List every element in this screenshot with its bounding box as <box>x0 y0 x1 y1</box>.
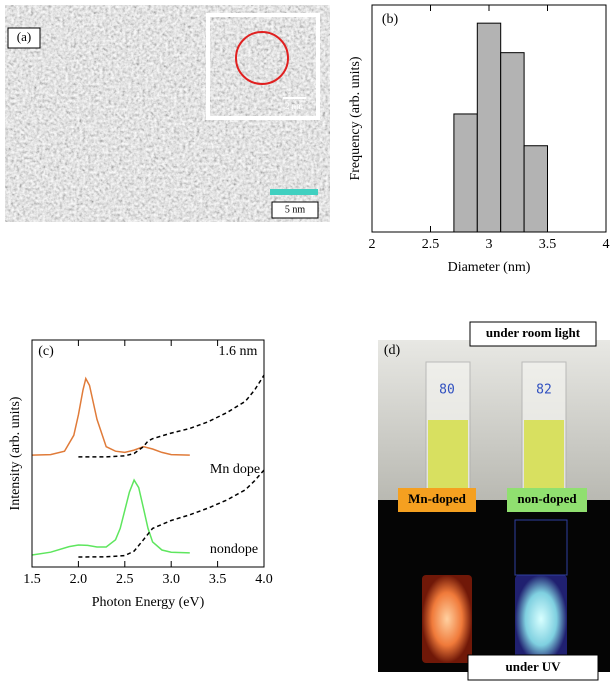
x-tick-label: 2.5 <box>422 237 440 252</box>
x-axis-title: Diameter (nm) <box>448 260 531 275</box>
x-axis-title: Photon Energy (eV) <box>92 595 205 610</box>
bar <box>453 113 478 233</box>
liquid <box>524 420 564 490</box>
x-tick-label: 4 <box>603 237 610 252</box>
series-line <box>78 374 265 458</box>
x-tick-label: 3 <box>486 237 493 252</box>
caption-box <box>398 488 476 512</box>
x-tick-label: 2.0 <box>70 572 88 587</box>
annotation: 1.6 nm <box>219 344 258 359</box>
x-tick-label: 3.0 <box>162 572 180 587</box>
cuvette <box>514 519 568 576</box>
bar <box>523 145 548 233</box>
uv-photo <box>378 500 610 672</box>
scale-bar <box>270 189 318 195</box>
x-tick-label: 2.5 <box>116 572 134 587</box>
scale-label: 2 nm <box>285 101 303 111</box>
panel-label: (c) <box>38 344 54 359</box>
plot-frame <box>31 339 265 568</box>
annotation: Mn dope <box>210 462 260 477</box>
plot-frame <box>371 4 607 233</box>
y-axis-title: Frequency (arb. units) <box>348 56 363 180</box>
inset-image <box>210 17 316 116</box>
x-tick-label: 3.5 <box>209 572 227 587</box>
annotation: nondope <box>210 542 258 557</box>
bar <box>476 22 502 233</box>
bar <box>500 52 525 233</box>
y-axis-title: Intensity (arb. units) <box>8 396 23 510</box>
caption: under room light <box>486 325 581 340</box>
x-tick-label: 4.0 <box>255 572 273 587</box>
photo-panel: 80 82 under room light (d) Mn-doped non-… <box>378 321 610 681</box>
room-photo <box>378 340 610 500</box>
particle-outline <box>235 31 289 85</box>
label-box <box>271 201 319 219</box>
sample-id: 80 <box>439 383 455 398</box>
caption-box <box>469 321 597 347</box>
x-tick-label: 3.5 <box>539 237 557 252</box>
series-line <box>31 478 190 556</box>
panel-label: (a) <box>17 29 31 44</box>
x-tick-label: 1.5 <box>23 572 41 587</box>
label-box <box>7 27 41 49</box>
caption-box <box>507 488 587 512</box>
panel-label: (d) <box>384 343 401 358</box>
series-line <box>78 469 265 558</box>
caption-box <box>467 654 599 681</box>
series-line <box>31 376 190 456</box>
caption: under UV <box>505 659 561 674</box>
scale-label: 5 nm <box>285 204 306 215</box>
tem-panel: (a) 2 nm 5 nm <box>5 5 330 222</box>
caption: Mn-doped <box>408 491 467 506</box>
uv-glow <box>422 575 472 663</box>
liquid <box>428 420 468 490</box>
panel-label: (b) <box>382 12 399 27</box>
sample-id: 82 <box>536 383 552 398</box>
x-tick-label: 2 <box>369 237 376 252</box>
uv-glow <box>515 575 567 663</box>
caption: non-doped <box>517 491 577 506</box>
